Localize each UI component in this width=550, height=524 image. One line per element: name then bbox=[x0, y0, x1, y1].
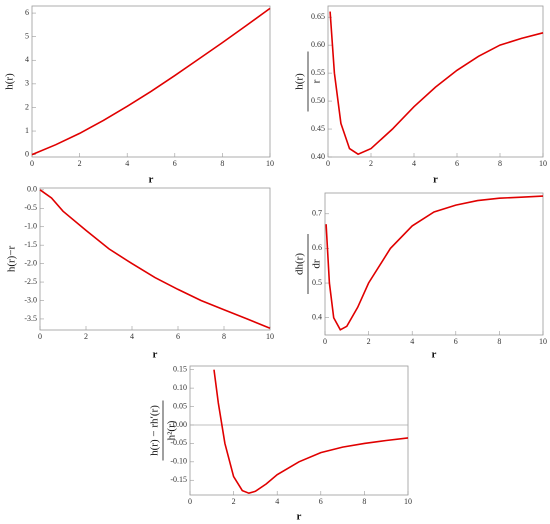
plot-frame bbox=[327, 5, 544, 158]
y-tick-label: 0.40 bbox=[311, 152, 325, 161]
y-tick-label: -2.5 bbox=[24, 277, 37, 286]
plot-frame bbox=[324, 192, 544, 336]
curve bbox=[325, 195, 544, 331]
x-tick-label: 6 bbox=[454, 337, 458, 346]
y-tick-label: 0.5 bbox=[312, 278, 322, 287]
x-axis-label: r bbox=[149, 174, 154, 186]
x-tick-label: 4 bbox=[275, 497, 279, 506]
y-tick-label: -0.5 bbox=[24, 203, 37, 212]
y-tick-label: 0.0 bbox=[27, 185, 37, 194]
chart-panel: 0 2 4 6 8 10 0.4 0.5 0.6 0.7 r dh(r) dr bbox=[294, 192, 547, 361]
y-label-numerator: h(r) − rh′(r) bbox=[149, 405, 161, 456]
x-tick-label: 4 bbox=[125, 159, 129, 168]
x-tick-label: 6 bbox=[173, 159, 177, 168]
y-tick-label: 0.6 bbox=[312, 243, 322, 252]
y-label-numerator: h(r) bbox=[294, 73, 306, 90]
chart-panel: 0 2 4 6 8 10 0.40 0.45 0.50 0.55 0.60 0.65 r h(r) r bbox=[294, 5, 547, 186]
y-tick-label: 0.50 bbox=[311, 96, 325, 105]
y-axis-label: h(r)−r bbox=[6, 245, 18, 272]
x-tick-label: 10 bbox=[539, 337, 547, 346]
x-tick-label: 6 bbox=[176, 332, 180, 341]
plot-frame bbox=[189, 365, 409, 496]
y-tick-label: -0.15 bbox=[170, 475, 187, 484]
x-tick-label: 4 bbox=[130, 332, 134, 341]
y-tick-label: 0.4 bbox=[312, 313, 322, 322]
chart-panel: 0 2 4 6 8 10 0 1 2 3 4 5 6 r h(r) bbox=[4, 5, 274, 186]
x-tick-label: 4 bbox=[412, 159, 416, 168]
x-tick-label: 0 bbox=[188, 497, 192, 506]
curve bbox=[39, 189, 271, 329]
y-tick-label: -3.5 bbox=[24, 314, 37, 323]
y-tick-label: -3.0 bbox=[24, 295, 37, 304]
y-tick-label: 4 bbox=[25, 55, 29, 64]
y-tick-label: 0.65 bbox=[311, 12, 325, 21]
y-tick-label: 0.00 bbox=[173, 420, 187, 429]
y-tick-label: 0.7 bbox=[312, 209, 322, 218]
x-axis-label: r bbox=[153, 349, 158, 361]
x-tick-label: 10 bbox=[404, 497, 412, 506]
y-tick-label: 3 bbox=[25, 79, 29, 88]
y-tick-label: 6 bbox=[25, 8, 29, 17]
x-axis-label: r bbox=[432, 349, 437, 361]
y-tick-label: 0.05 bbox=[173, 401, 187, 410]
curve bbox=[213, 369, 409, 495]
curve bbox=[329, 11, 544, 156]
y-axis-label: h(r) − rh′(r) h²(r) bbox=[149, 400, 178, 461]
y-tick-label: 0.15 bbox=[173, 365, 187, 374]
y-axis-label: dh(r) dr bbox=[294, 234, 323, 294]
y-tick-label: 0.60 bbox=[311, 40, 325, 49]
y-tick-label: 2 bbox=[25, 102, 29, 111]
x-tick-label: 6 bbox=[455, 159, 459, 168]
x-tick-label: 2 bbox=[369, 159, 373, 168]
x-tick-label: 0 bbox=[326, 159, 330, 168]
y-label-numerator: dh(r) bbox=[294, 253, 306, 275]
x-tick-label: 8 bbox=[222, 332, 226, 341]
x-tick-label: 10 bbox=[266, 159, 274, 168]
x-tick-label: 8 bbox=[497, 337, 501, 346]
y-tick-label: 0.10 bbox=[173, 383, 187, 392]
y-tick-label: 1 bbox=[25, 126, 29, 135]
x-tick-label: 0 bbox=[38, 332, 42, 341]
y-axis-label: h(r) r bbox=[294, 51, 323, 112]
y-tick-label: -0.05 bbox=[170, 438, 187, 447]
y-label-denominator: h²(r) bbox=[166, 420, 178, 440]
x-axis-label: r bbox=[433, 174, 438, 186]
y-tick-label: -1.5 bbox=[24, 240, 37, 249]
y-label-denominator: dr bbox=[311, 259, 323, 269]
x-tick-label: 8 bbox=[220, 159, 224, 168]
y-tick-label: -0.10 bbox=[170, 457, 187, 466]
x-tick-label: 10 bbox=[266, 332, 274, 341]
x-tick-label: 0 bbox=[30, 159, 34, 168]
y-tick-label: 0 bbox=[25, 149, 29, 158]
x-tick-label: 8 bbox=[498, 159, 502, 168]
y-tick-label: 0.55 bbox=[311, 68, 325, 77]
x-tick-label: 0 bbox=[323, 337, 327, 346]
x-tick-label: 10 bbox=[539, 159, 547, 168]
y-axis-label: h(r) bbox=[4, 73, 16, 90]
y-tick-label: 0.45 bbox=[311, 124, 325, 133]
y-tick-label: 5 bbox=[25, 32, 29, 41]
chart-panel: 0 2 4 6 8 10 0.0 -0.5 -1.0 -1.5 -2.0 -2.5 -3.0 -3.5 r h… bbox=[6, 185, 274, 361]
x-tick-label: 2 bbox=[84, 332, 88, 341]
x-tick-label: 6 bbox=[319, 497, 323, 506]
chart-panel: 0 2 4 6 8 10 0.15 0.10 0.05 0.00 -0.05 -0.10 -0.15 r h… bbox=[149, 365, 412, 523]
x-tick-label: 2 bbox=[78, 159, 82, 168]
plot-frame bbox=[31, 5, 271, 158]
x-tick-label: 8 bbox=[362, 497, 366, 506]
x-axis-label: r bbox=[297, 511, 302, 523]
y-label-denominator: r bbox=[311, 79, 323, 83]
curve bbox=[31, 7, 271, 156]
x-tick-label: 4 bbox=[410, 337, 414, 346]
plot-frame bbox=[39, 187, 271, 331]
y-tick-label: -1.0 bbox=[24, 222, 37, 231]
x-tick-label: 2 bbox=[232, 497, 236, 506]
x-tick-label: 2 bbox=[367, 337, 371, 346]
y-tick-label: -2.0 bbox=[24, 258, 37, 267]
